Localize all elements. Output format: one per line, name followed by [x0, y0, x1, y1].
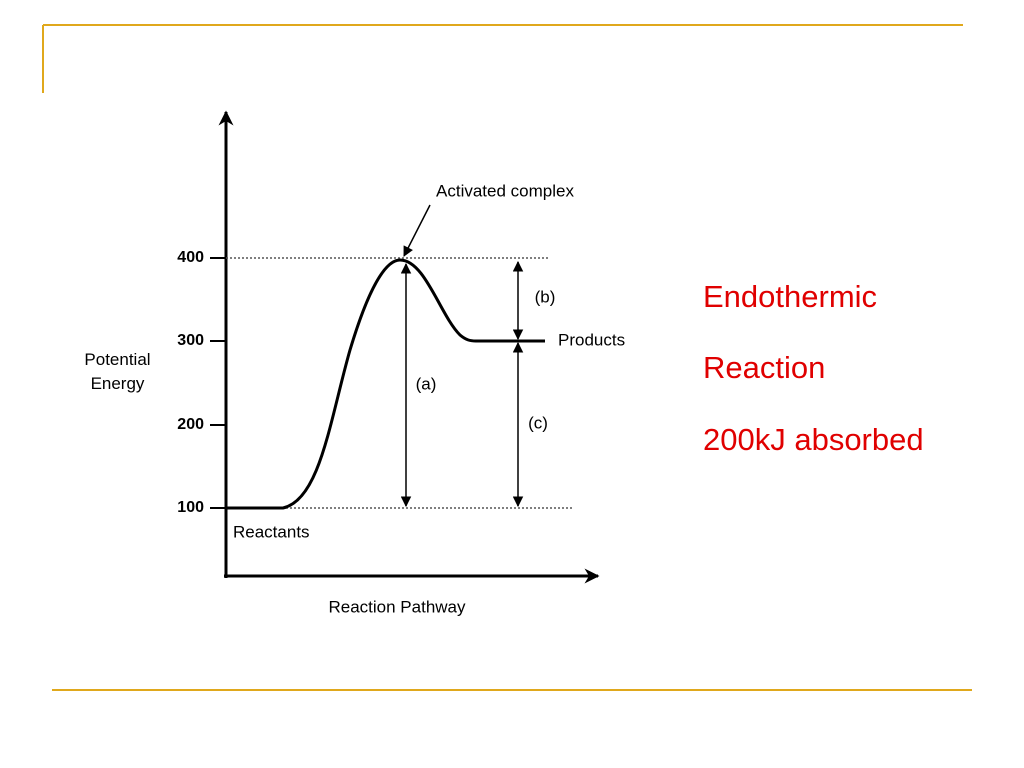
label-a: (a): [416, 374, 437, 393]
y-tick-label: 300: [177, 332, 204, 349]
note-text: Reaction: [703, 350, 826, 385]
reactants-label: Reactants: [233, 522, 310, 541]
note-text: 200kJ absorbed: [703, 422, 924, 457]
tick-marks: [210, 257, 226, 509]
y-tick-label: 200: [177, 416, 204, 433]
products-label: Products: [558, 330, 625, 349]
slide-frame: [42, 24, 972, 691]
energy-curve: [226, 258, 545, 510]
x-axis-label: Reaction Pathway: [328, 597, 466, 616]
y-tick-label: 400: [177, 249, 204, 266]
label-b: (b): [535, 287, 556, 306]
y-tick-label: 100: [177, 499, 204, 516]
y-axis-label: Potential Energy: [84, 350, 151, 393]
callout-arrow: [403, 204, 431, 257]
note-text: Endothermic: [703, 279, 878, 314]
activated-complex-label: Activated complex: [436, 181, 574, 200]
label-c: (c): [528, 413, 548, 432]
y-axis-label-box: Potential Energy: [84, 350, 151, 393]
